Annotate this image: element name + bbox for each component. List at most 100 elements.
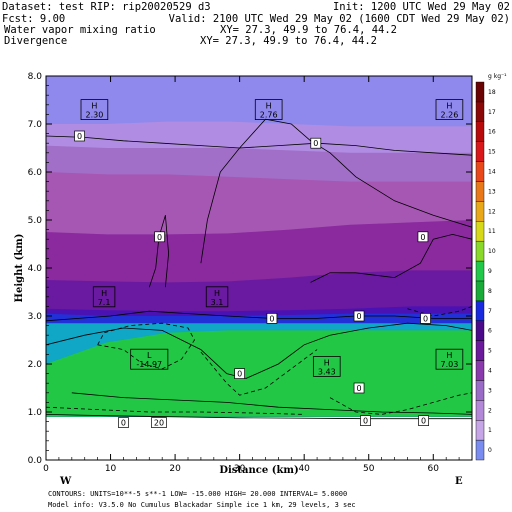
header-valid: Valid: 2100 UTC Wed 29 May 02 (1600 CDT … bbox=[169, 13, 510, 25]
y-tick-label: 6.0 bbox=[28, 168, 43, 178]
colorbar-swatch-10 bbox=[475, 240, 485, 262]
colorbar-swatch-13 bbox=[475, 181, 485, 202]
divergence-contour bbox=[46, 322, 472, 379]
contour-label-box bbox=[154, 231, 165, 243]
contour-label: 0 bbox=[237, 370, 242, 379]
extremum-box bbox=[254, 99, 283, 120]
footer-contours: CONTOURS: UNITS=10**-5 s**-1 LOW= -15.00… bbox=[48, 490, 347, 498]
contour-label-box bbox=[74, 130, 85, 142]
colorbar-level-label: 0 bbox=[488, 447, 492, 454]
colorbar-level-label: 17 bbox=[488, 109, 496, 116]
colorbar-swatch-16 bbox=[475, 121, 485, 142]
contour-label: 0 bbox=[363, 417, 368, 426]
contour-label: 0 bbox=[423, 314, 428, 323]
x-tick-label: 60 bbox=[428, 464, 440, 474]
colorbar-level-label: 15 bbox=[488, 149, 496, 156]
contour-label: 0 bbox=[421, 417, 426, 426]
colorbar-swatch-8 bbox=[475, 280, 485, 302]
y-tick-label: 5.0 bbox=[28, 216, 43, 226]
colorbar-unit: g kg⁻¹ bbox=[488, 73, 507, 80]
extremum-value: 7.03 bbox=[441, 360, 459, 369]
colorbar-swatch-5 bbox=[475, 340, 485, 361]
header-fcst: Fcst: 9.00 bbox=[2, 13, 65, 25]
header-field1: Water vapor mixing ratio bbox=[4, 24, 156, 36]
extremum-box bbox=[80, 99, 109, 120]
y-tick-label: 4.0 bbox=[28, 264, 43, 274]
contour-label: 0 bbox=[313, 139, 318, 148]
header-field1-xy: XY= 27.3, 49.9 to 76.4, 44.2 bbox=[220, 24, 397, 36]
contour-label-box bbox=[360, 415, 371, 426]
colorbar-level-label: 10 bbox=[488, 248, 496, 255]
colorbar-swatch-18 bbox=[475, 81, 485, 103]
y-tick-label: 3.0 bbox=[28, 312, 43, 322]
colorbar-level-label: 6 bbox=[488, 328, 492, 335]
extremum-value: 7.1 bbox=[98, 298, 111, 307]
contour-label-box bbox=[420, 313, 431, 324]
contour-label-box bbox=[353, 382, 365, 394]
colorbar-level-label: 8 bbox=[488, 288, 492, 295]
colorbar-level-label: 3 bbox=[488, 387, 492, 394]
divergence-contour bbox=[310, 233, 472, 283]
contour-label: 0 bbox=[121, 419, 126, 428]
contour-label: 0 bbox=[356, 384, 361, 393]
contour-label: 0 bbox=[269, 314, 274, 323]
x-axis-label: Distance (km) bbox=[219, 465, 298, 476]
extremum-box bbox=[435, 348, 464, 370]
contour-label-box bbox=[353, 310, 365, 322]
x-tick-label: 40 bbox=[298, 464, 310, 474]
divergence-contour bbox=[71, 392, 472, 415]
colorbar-level-label: 14 bbox=[488, 169, 496, 176]
header-field2: Divergence bbox=[4, 35, 67, 47]
x-tick-label: 0 bbox=[43, 464, 49, 474]
contour-label: 0 bbox=[157, 233, 162, 242]
extremum-kind: L bbox=[147, 351, 152, 360]
extremum-kind: H bbox=[446, 102, 452, 111]
contour-label-box bbox=[417, 231, 429, 243]
divergence-contour bbox=[200, 118, 472, 264]
divergence-contour bbox=[46, 310, 472, 322]
extremum-value: 2.76 bbox=[260, 111, 278, 120]
divergence-contour bbox=[97, 322, 195, 370]
y-tick-label: 8.0 bbox=[28, 72, 43, 82]
extremum-value: 2.26 bbox=[441, 111, 459, 120]
colorbar-swatch-7 bbox=[475, 300, 485, 321]
colorbar-level-label: 4 bbox=[488, 367, 492, 374]
extremum-kind: H bbox=[101, 289, 107, 298]
colorbar-swatch-0 bbox=[475, 439, 485, 461]
divergence-contours bbox=[46, 118, 472, 420]
colorbar-swatch-11 bbox=[475, 221, 485, 242]
contour-label-box bbox=[418, 415, 429, 426]
contour-label-box bbox=[118, 417, 129, 428]
contour-label: 0 bbox=[420, 233, 425, 242]
mixing-ratio-shading bbox=[46, 76, 472, 417]
extremum-box bbox=[435, 99, 464, 120]
colorbar-level-label: 18 bbox=[488, 89, 496, 96]
y-tick-label: 7.0 bbox=[28, 120, 43, 130]
x-axis-ticks: 0 10 20 30 40 50 60 bbox=[43, 76, 460, 474]
divergence-contour bbox=[148, 215, 170, 288]
colorbar-swatch-14 bbox=[475, 161, 485, 182]
extremum-kind: H bbox=[91, 102, 97, 111]
colorbar-swatch-1 bbox=[475, 420, 485, 441]
extremum-box bbox=[205, 286, 229, 308]
contour-label: 20 bbox=[154, 419, 164, 428]
extremum-kind: H bbox=[324, 358, 330, 367]
divergence-contour bbox=[46, 406, 305, 415]
contour-label-box bbox=[234, 368, 245, 379]
contour-labels: 0 0 0 0 0 0 0 0 0 0 20 0 0 bbox=[74, 130, 431, 428]
colorbar-level-label: 16 bbox=[488, 129, 496, 136]
colorbar-swatch-15 bbox=[475, 141, 485, 162]
divergence-contour bbox=[329, 392, 472, 415]
colorbar-swatch-3 bbox=[475, 380, 485, 401]
header-field2-xy: XY= 27.3, 49.9 to 76.4, 44.2 bbox=[200, 35, 377, 47]
colorbar-level-label: 2 bbox=[488, 407, 492, 414]
y-axis-label: Height (km) bbox=[14, 234, 25, 303]
divergence-contour bbox=[46, 135, 472, 156]
footer-model-info: Model info: V3.5.0 No Cumulus Blackadar … bbox=[48, 501, 356, 509]
x-tick-label: 20 bbox=[169, 464, 181, 474]
divergence-contour bbox=[200, 349, 318, 396]
extremum-value: 3.43 bbox=[318, 367, 336, 376]
